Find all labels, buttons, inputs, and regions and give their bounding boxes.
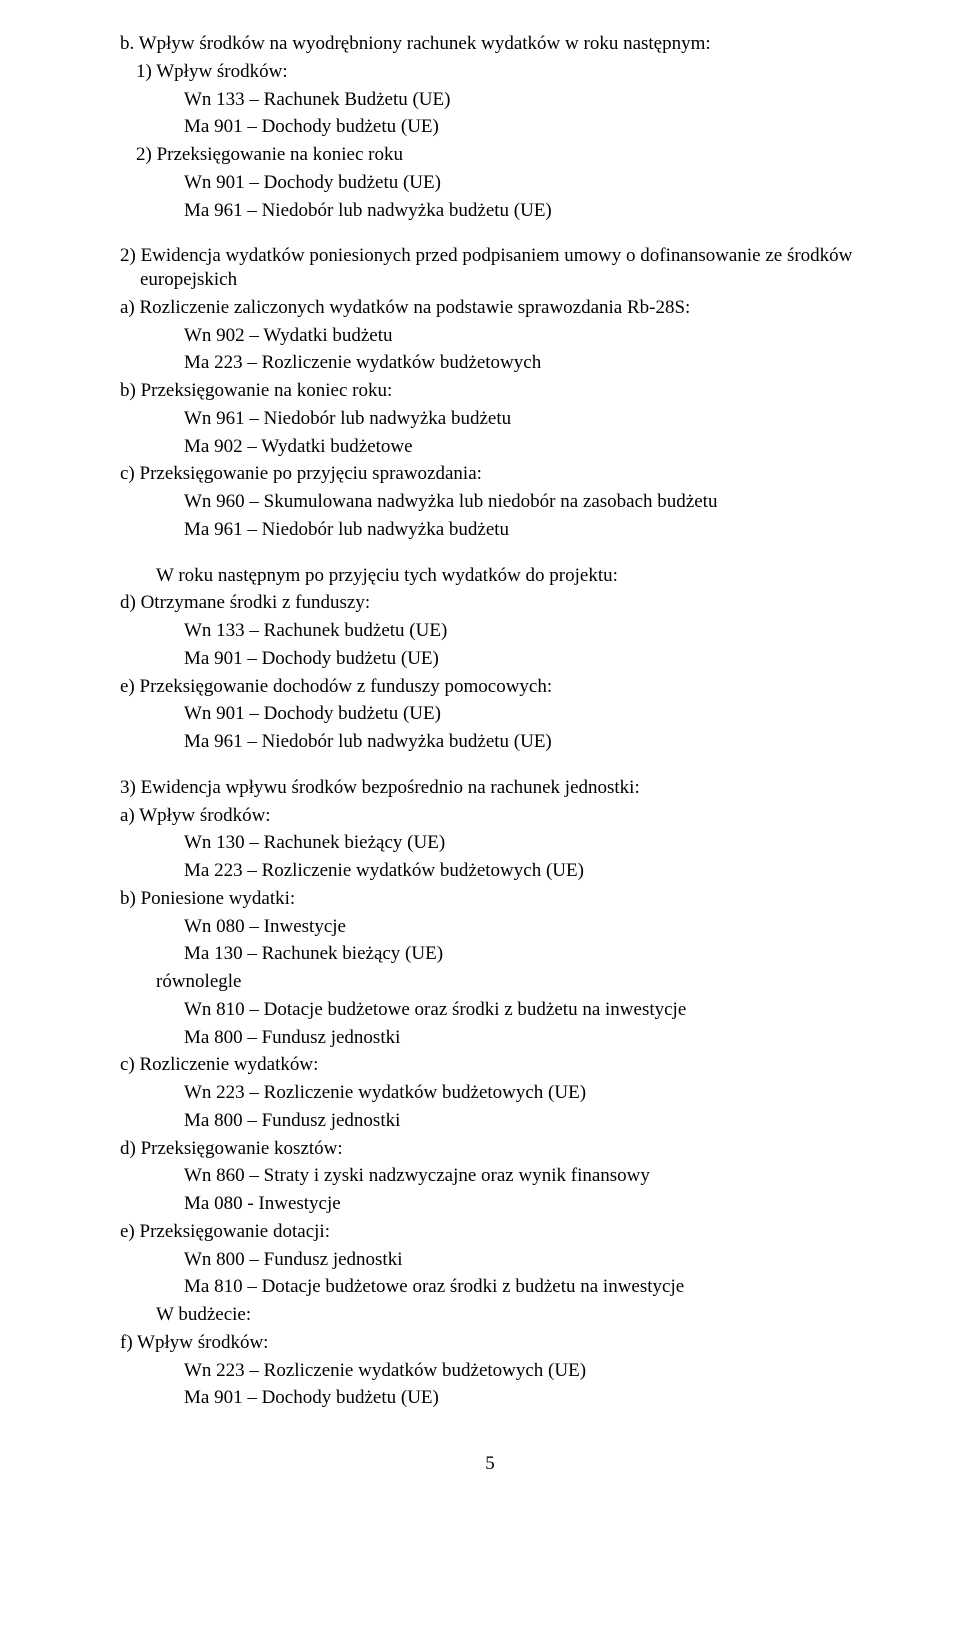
- s2-c-l1: Wn 960 – Skumulowana nadwyżka lub niedob…: [120, 490, 860, 514]
- s3-f-l1: Wn 223 – Rozliczenie wydatków budżetowyc…: [120, 1359, 860, 1383]
- s2-d-label: d) Otrzymane środki z funduszy:: [120, 591, 860, 615]
- s2-b-label: b) Przeksięgowanie na koniec roku:: [120, 379, 860, 403]
- section-b-marker: b.: [120, 33, 134, 54]
- b-item-1-l2: Ma 901 – Dochody budżetu (UE): [120, 115, 860, 139]
- s2-a-l1: Wn 902 – Wydatki budżetu: [120, 324, 860, 348]
- s3-c-label: c) Rozliczenie wydatków:: [120, 1053, 860, 1077]
- s3-b-label: b) Poniesione wydatki:: [120, 887, 860, 911]
- b-item-1-l1: Wn 133 – Rachunek Budżetu (UE): [120, 88, 860, 112]
- s3-b-l1: Wn 080 – Inwestycje: [120, 915, 860, 939]
- s2-b-l1: Wn 961 – Niedobór lub nadwyżka budżetu: [120, 407, 860, 431]
- s2-d-l2: Ma 901 – Dochody budżetu (UE): [120, 647, 860, 671]
- b-item-1-label: 1) Wpływ środków:: [120, 60, 860, 84]
- s3-e-l1: Wn 800 – Fundusz jednostki: [120, 1248, 860, 1272]
- s3-d-label: d) Przeksięgowanie kosztów:: [120, 1137, 860, 1161]
- s3-a-l2: Ma 223 – Rozliczenie wydatków budżetowyc…: [120, 859, 860, 883]
- s3-d-l1: Wn 860 – Straty i zyski nadzwyczajne ora…: [120, 1164, 860, 1188]
- s2-a-label: a) Rozliczenie zaliczonych wydatków na p…: [120, 296, 860, 320]
- s3-b-l4: Ma 800 – Fundusz jednostki: [120, 1026, 860, 1050]
- s3-e-l2: Ma 810 – Dotacje budżetowe oraz środki z…: [120, 1275, 860, 1299]
- b-item-2-l2: Ma 961 – Niedobór lub nadwyżka budżetu (…: [120, 199, 860, 223]
- s3-b-parallel: równolegle: [120, 970, 860, 994]
- section-2-title: 2) Ewidencja wydatków poniesionych przed…: [120, 244, 860, 292]
- page-number: 5: [120, 1452, 860, 1476]
- s2-e-label: e) Przeksięgowanie dochodów z funduszy p…: [120, 675, 860, 699]
- spacer: [120, 226, 860, 244]
- section-b-title: b. Wpływ środków na wyodrębniony rachune…: [120, 32, 860, 56]
- s3-d-l2: Ma 080 - Inwestycje: [120, 1192, 860, 1216]
- s3-b-l3: Wn 810 – Dotacje budżetowe oraz środki z…: [120, 998, 860, 1022]
- s2-e-l2: Ma 961 – Niedobór lub nadwyżka budżetu (…: [120, 730, 860, 754]
- s3-f-label: f) Wpływ środków:: [120, 1331, 860, 1355]
- s3-a-label: a) Wpływ środków:: [120, 804, 860, 828]
- s2-e-l1: Wn 901 – Dochody budżetu (UE): [120, 702, 860, 726]
- s2-next-year-intro: W roku następnym po przyjęciu tych wydat…: [120, 564, 860, 588]
- s2-a-l2: Ma 223 – Rozliczenie wydatków budżetowyc…: [120, 351, 860, 375]
- spacer: [120, 758, 860, 776]
- spacer: [120, 546, 860, 564]
- s2-c-label: c) Przeksięgowanie po przyjęciu sprawozd…: [120, 462, 860, 486]
- s3-c-l2: Ma 800 – Fundusz jednostki: [120, 1109, 860, 1133]
- s3-budget-label: W budżecie:: [120, 1303, 860, 1327]
- s3-f-l2: Ma 901 – Dochody budżetu (UE): [120, 1386, 860, 1410]
- s3-c-l1: Wn 223 – Rozliczenie wydatków budżetowyc…: [120, 1081, 860, 1105]
- s3-b-l2: Ma 130 – Rachunek bieżący (UE): [120, 942, 860, 966]
- s3-a-l1: Wn 130 – Rachunek bieżący (UE): [120, 831, 860, 855]
- section-b-title-text: Wpływ środków na wyodrębniony rachunek w…: [139, 33, 711, 54]
- s2-c-l2: Ma 961 – Niedobór lub nadwyżka budżetu: [120, 518, 860, 542]
- s2-d-l1: Wn 133 – Rachunek budżetu (UE): [120, 619, 860, 643]
- b-item-2-label: 2) Przeksięgowanie na koniec roku: [120, 143, 860, 167]
- b-item-2-l1: Wn 901 – Dochody budżetu (UE): [120, 171, 860, 195]
- section-3-title: 3) Ewidencja wpływu środków bezpośrednio…: [120, 776, 860, 800]
- s3-e-label: e) Przeksięgowanie dotacji:: [120, 1220, 860, 1244]
- s2-b-l2: Ma 902 – Wydatki budżetowe: [120, 435, 860, 459]
